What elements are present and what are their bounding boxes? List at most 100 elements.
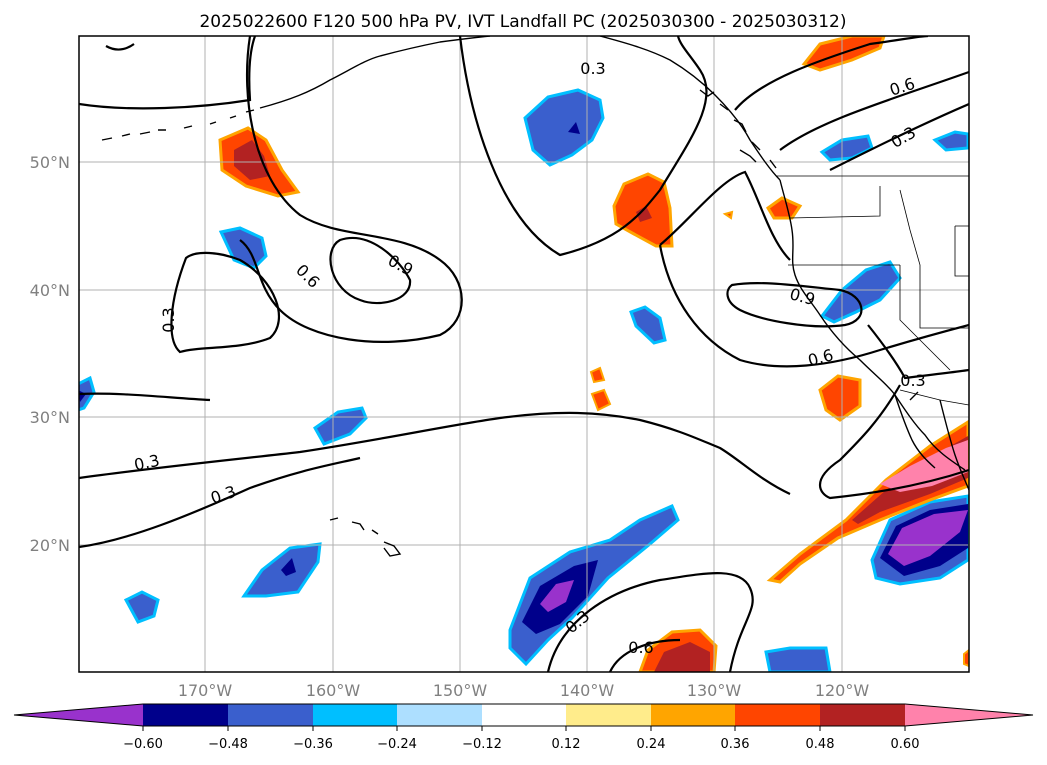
contour-label: 0.3 [159,307,178,332]
contour-0.6-california [867,324,969,380]
contour-0.3-170w-ring [170,251,280,354]
neg-purple-140w-15n [540,580,574,612]
neg-patch-170w [218,226,268,270]
colorbar-segment [566,704,651,726]
neg-purple-110w-20n [888,510,968,566]
colorbar-tick-label: −0.24 [377,737,417,752]
ca-nv-border [899,265,951,371]
contour-0.6-gulf-alaska [239,36,463,343]
colorbar-segment [14,704,143,726]
neg-patch-aleutian-east [523,88,605,167]
contour-label: 0.3 [132,451,161,475]
state-borders [776,175,969,406]
pos-patch-120w-32n [818,374,862,422]
colorbar-segment [735,704,820,726]
colorbar-segment [482,704,566,726]
neg-patch-175w-15n [123,590,160,624]
colorbar-tick-label: −0.12 [462,737,502,752]
colorbar: −0.60 −0.48 −0.36 −0.24 −0.12 0.12 0.24 … [13,703,1034,752]
colorbar-segment [651,704,735,726]
colorbar-segment [313,704,397,726]
ivt-contours [79,36,969,672]
mexico-coast [939,399,969,491]
map-background [79,36,969,672]
colorbar-tick-labels: −0.60 −0.48 −0.36 −0.24 −0.12 0.12 0.24 … [123,737,919,752]
contour-0.3-subtropical-b [79,392,211,402]
map-frame [78,35,970,673]
lon-label-130w: 130°W [687,681,742,700]
wa-or-border [789,186,881,219]
colorbar-tick-label: 0.60 [891,737,920,752]
pos-patch-139w-33n [589,366,606,384]
longitude-labels: 170°W 160°W 150°W 140°W 130°W 120°W [178,681,870,700]
contour-0.3-south [546,572,754,672]
pos-patch-125w-46n [766,196,803,220]
montana-box [954,225,969,277]
coastlines [101,36,969,557]
hawaii-islands [329,517,402,557]
neg-patch-135w-38n [629,305,667,345]
colorbar-tick-label: 0.36 [721,737,750,752]
colorbar-tick-label: −0.60 [123,737,163,752]
pos-band-peak [880,440,968,492]
baja-peninsula [894,391,936,469]
colorbar-tick-label: 0.24 [637,737,666,752]
contour-0.3-north-arc [105,43,135,51]
contour-0.9-center [329,237,412,305]
aleutian-islands [101,109,255,141]
alaska-coast [259,36,491,109]
pos-dot-128w-46n [722,210,734,220]
contour-label: 0.6 [628,638,653,657]
lon-label-170w: 170°W [178,681,233,700]
neg-patch-115w-50n [932,130,969,152]
west-coast [779,179,966,471]
lon-label-140w: 140°W [560,681,615,700]
colorbar-segment [905,704,1033,726]
colorbar-segment [143,704,228,726]
contour-0.9-california [726,282,863,328]
pos-patch-se-corner [963,648,969,668]
colorbar-tick-label: −0.48 [208,737,248,752]
us-mexico-border [899,389,969,406]
contour-0.6-northeast [779,70,969,151]
contour-label: 0.3 [580,59,605,78]
alaska-inner-coast [599,36,781,181]
lon-label-160w: 160°W [306,681,361,700]
colorbar-tick-label: −0.36 [293,737,333,752]
lon-label-150w: 150°W [433,681,488,700]
lat-label-20n: 20°N [30,536,70,555]
colorbar-segment [397,704,482,726]
contour-0.6-south [608,638,681,672]
lat-label-40n: 40°N [30,281,70,300]
neg-core-aleutian-east [568,122,580,134]
contour-0.3-subtropical-c [79,456,361,549]
pos-patch-139w-31n [590,388,612,412]
neg-patch-120w-12n [764,646,832,672]
contour-0.3-north-edge [79,36,257,110]
contour-0.3-baja [819,384,969,500]
contour-0.3-central-arc [658,244,969,368]
graticule [79,36,969,672]
colorbar-ticks [142,726,906,731]
contour-0.6-bc-coast [734,36,929,111]
alaska-panhandle-islands [699,89,777,169]
colorbar-tick-label: 0.48 [806,737,835,752]
idaho-border [899,189,969,329]
contour-0.3-northeast [829,102,969,171]
neg-core-160w-20n [281,558,296,576]
latitude-labels: 50°N 40°N 30°N 20°N [30,153,70,555]
colorbar-segment [228,704,313,726]
pos-core-165w-50n [234,140,270,180]
colorbar-segment [820,704,905,726]
contour-0.3-cascadia [659,170,791,261]
lat-label-30n: 30°N [30,408,70,427]
contour-0.3-subtropical-a [79,411,791,495]
contour-0.3-gulf-alaska [458,36,708,257]
chart-title: 2025022600 F120 500 hPa PV, IVT Landfall… [199,12,846,32]
map-panel: 0.3 0.6 0.3 0.6 0.9 0.3 0.3 0.3 0.9 0.6 … [78,35,970,673]
lon-label-120w: 120°W [815,681,870,700]
pos-core-130w-12n [654,642,710,672]
pos-core-137w-47n [636,206,652,222]
lat-label-50n: 50°N [30,153,70,172]
